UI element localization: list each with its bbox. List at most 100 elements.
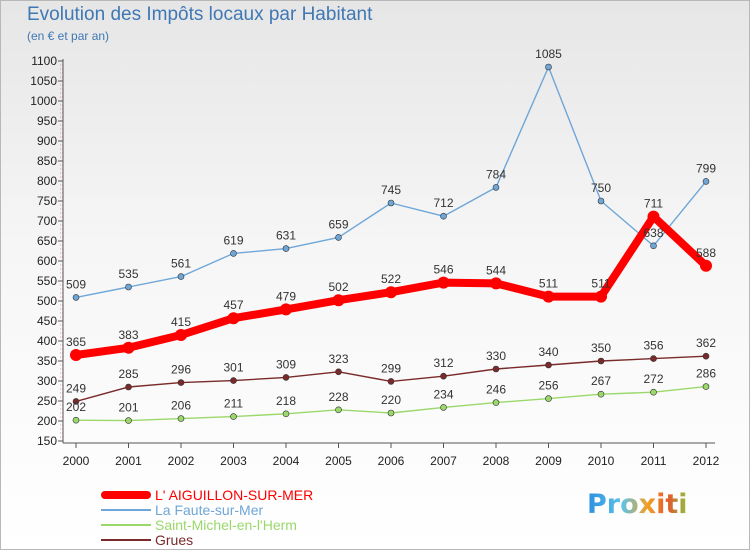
x-tick-label: 2009 bbox=[535, 454, 562, 468]
y-tick-label: 450 bbox=[37, 314, 57, 328]
data-label: 502 bbox=[328, 280, 348, 294]
data-point bbox=[595, 290, 607, 303]
data-label: 479 bbox=[276, 289, 296, 303]
legend-label: Saint-Michel-en-l'Herm bbox=[155, 516, 297, 533]
y-tick-label: 800 bbox=[37, 174, 57, 188]
y-tick-label: 200 bbox=[37, 414, 57, 428]
data-point bbox=[280, 303, 292, 316]
legend-label: L' AIGUILLON-SUR-MER bbox=[155, 486, 314, 503]
data-point bbox=[387, 409, 395, 417]
data-point bbox=[125, 417, 132, 424]
x-tick-label: 2011 bbox=[641, 454, 667, 468]
data-point bbox=[492, 365, 500, 373]
legend: L' AIGUILLON-SUR-MER La Faute-sur-Mer Sa… bbox=[101, 487, 313, 547]
data-label: 750 bbox=[591, 181, 611, 195]
data-point bbox=[492, 184, 500, 191]
data-point bbox=[440, 372, 447, 380]
data-label: 285 bbox=[118, 367, 138, 381]
y-tick-label: 1050 bbox=[30, 74, 57, 88]
data-label: 522 bbox=[381, 272, 401, 286]
data-label: 228 bbox=[328, 390, 348, 404]
data-point bbox=[440, 212, 447, 220]
data-label: 535 bbox=[118, 267, 138, 281]
data-point bbox=[70, 349, 82, 361]
data-label: 511 bbox=[591, 277, 610, 291]
data-point bbox=[647, 210, 660, 223]
legend-label: La Faute-sur-Mer bbox=[155, 501, 264, 518]
data-point bbox=[72, 398, 80, 405]
legend-item: L' AIGUILLON-SUR-MER bbox=[101, 487, 313, 502]
legend-swatch bbox=[101, 538, 151, 541]
data-label: 509 bbox=[66, 277, 86, 291]
data-label: 286 bbox=[696, 367, 716, 381]
y-tick-label: 850 bbox=[37, 154, 57, 168]
proxiti-logo: Proxiti bbox=[587, 489, 688, 520]
x-tick-label: 2006 bbox=[378, 454, 405, 468]
y-tick-label: 550 bbox=[37, 274, 57, 288]
data-label: 659 bbox=[328, 217, 348, 231]
data-label: 619 bbox=[223, 233, 243, 247]
data-point bbox=[177, 415, 185, 422]
data-point bbox=[227, 312, 240, 325]
x-tick-label: 2007 bbox=[430, 454, 457, 468]
data-point bbox=[125, 383, 132, 391]
data-point bbox=[282, 410, 290, 418]
legend-swatch bbox=[101, 523, 151, 526]
x-tick-label: 2001 bbox=[115, 454, 142, 468]
data-label: 211 bbox=[224, 397, 243, 411]
data-point bbox=[700, 259, 712, 272]
y-tick-label: 950 bbox=[37, 114, 57, 128]
data-point bbox=[125, 283, 132, 291]
y-tick-label: 900 bbox=[37, 134, 57, 148]
data-label: 256 bbox=[538, 379, 558, 393]
data-label: 202 bbox=[66, 400, 86, 414]
data-label: 356 bbox=[643, 339, 663, 353]
data-label: 296 bbox=[171, 363, 191, 377]
chart-title: Evolution des Impôts locaux par Habitant bbox=[27, 4, 373, 25]
data-point bbox=[332, 294, 345, 307]
data-point bbox=[335, 406, 342, 414]
x-tick-label: 2000 bbox=[63, 454, 90, 468]
data-label: 312 bbox=[433, 356, 453, 370]
legend-swatch bbox=[101, 508, 151, 511]
data-point bbox=[177, 379, 185, 386]
data-point bbox=[282, 374, 290, 381]
series-layer bbox=[70, 63, 712, 424]
legend-label: Grues bbox=[155, 531, 194, 548]
data-label: 249 bbox=[66, 381, 86, 395]
y-tick-label: 300 bbox=[37, 374, 57, 388]
data-label: 362 bbox=[696, 336, 716, 350]
data-point bbox=[122, 341, 135, 354]
data-label: 1085 bbox=[535, 47, 562, 61]
data-label: 561 bbox=[171, 257, 191, 271]
data-point bbox=[72, 416, 80, 424]
data-label: 220 bbox=[381, 393, 401, 407]
data-point bbox=[490, 277, 502, 290]
data-labels: 509 535 561 619 631 659 745 712 784 1085 750 638 799… bbox=[66, 47, 716, 415]
data-label: 415 bbox=[171, 315, 191, 329]
data-point bbox=[437, 276, 450, 289]
data-label: 218 bbox=[276, 394, 296, 408]
data-point bbox=[385, 286, 397, 299]
legend-swatch bbox=[101, 490, 151, 499]
data-point bbox=[440, 404, 447, 411]
y-tick-label: 400 bbox=[37, 334, 57, 348]
data-point bbox=[545, 63, 552, 71]
data-point bbox=[175, 329, 187, 341]
data-point bbox=[650, 242, 657, 250]
data-point bbox=[387, 378, 395, 385]
y-tick-label: 600 bbox=[37, 254, 57, 268]
x-tick-label: 2003 bbox=[220, 454, 247, 468]
data-point bbox=[230, 413, 237, 420]
data-label: 206 bbox=[171, 399, 191, 413]
data-point bbox=[282, 245, 290, 252]
data-label: 340 bbox=[538, 345, 558, 359]
data-point bbox=[542, 290, 555, 303]
y-tick-label: 250 bbox=[37, 394, 57, 408]
y-tick-label: 750 bbox=[37, 194, 57, 208]
data-point bbox=[597, 390, 605, 398]
x-tick-label: 2004 bbox=[273, 454, 300, 468]
data-label: 299 bbox=[381, 361, 401, 375]
